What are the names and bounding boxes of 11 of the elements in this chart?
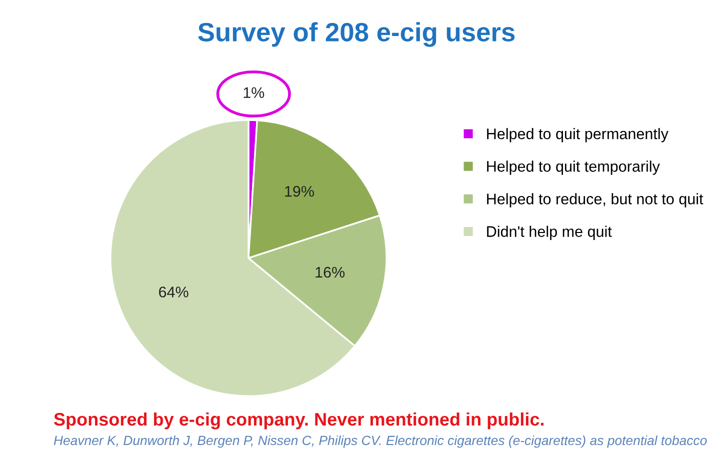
legend-label: Didn't help me quit	[487, 226, 612, 240]
legend-label: Helped to reduce, but not to quit	[487, 193, 704, 208]
text: Heavner K, Dunworth J, Bergen P, Nissen C, Philips CV. Electronic cigarettes (e-cigarettes) as potential tobacco	[54, 435, 707, 448]
data-label: 19%	[285, 186, 314, 197]
text: Sponsored by e-cig company. Never mentioned in public.	[54, 412, 544, 430]
data-label: 16%	[316, 266, 345, 278]
legend-label: Helped to quit permanently	[487, 128, 668, 142]
data-label: 64%	[159, 286, 188, 298]
chart-title: Survey of 208 e-cig users	[198, 22, 515, 47]
data-label: 1%	[244, 87, 264, 98]
legend-label: Helped to quit temporarily	[487, 160, 660, 175]
